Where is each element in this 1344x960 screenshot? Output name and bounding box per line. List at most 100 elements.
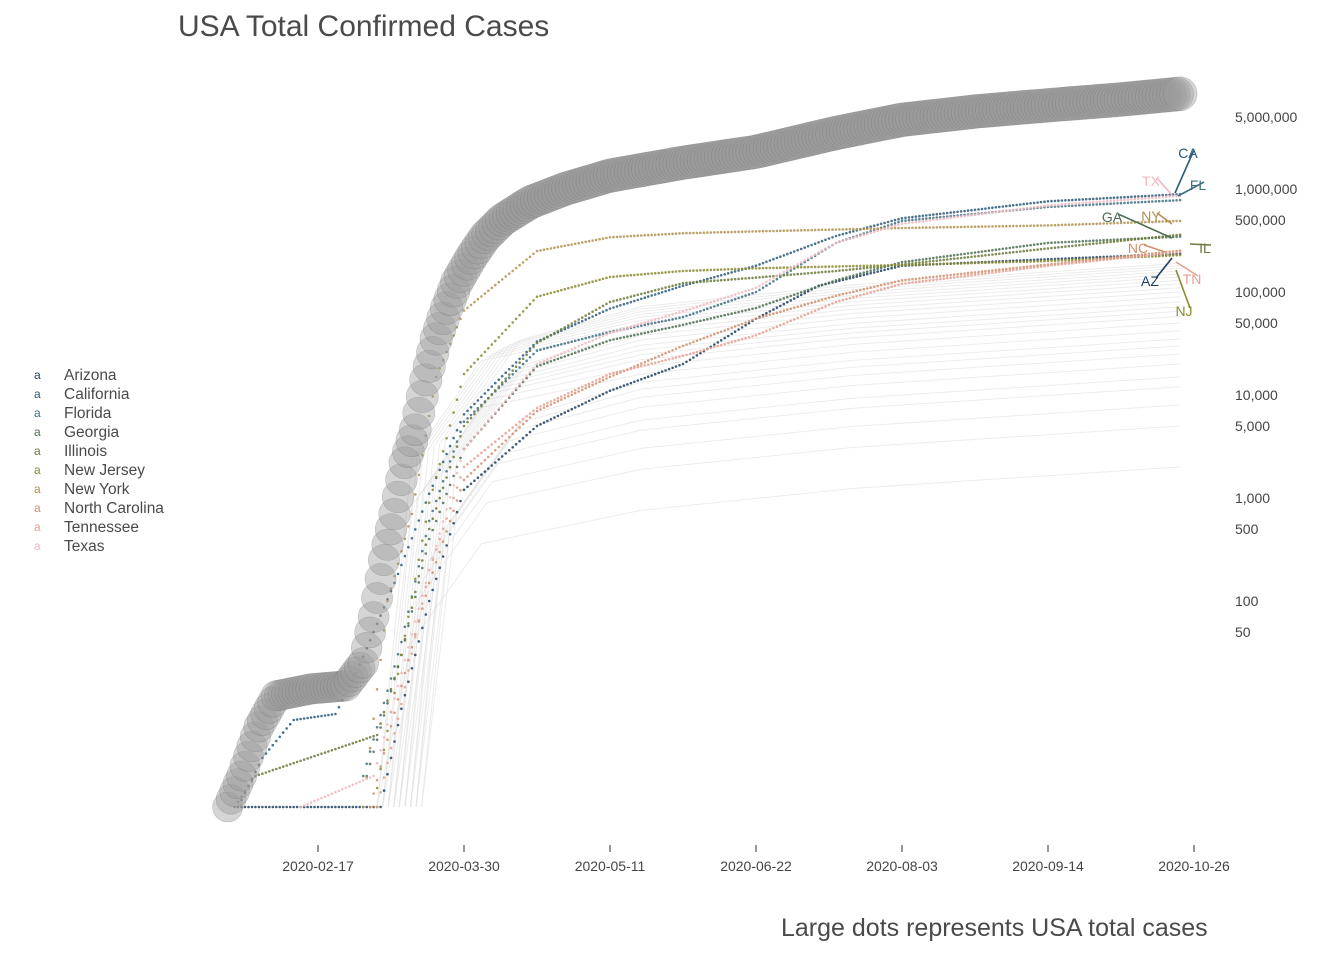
state-point	[236, 800, 240, 804]
state-point	[424, 581, 428, 585]
state-point	[855, 275, 859, 278]
state-point	[928, 216, 932, 220]
legend-key: a	[34, 425, 41, 439]
state-point	[1112, 240, 1116, 243]
state-point	[803, 291, 806, 295]
state-point	[636, 293, 640, 297]
usa-total-point	[1162, 76, 1198, 112]
state-point	[1053, 246, 1057, 249]
background-state-line	[410, 296, 1181, 808]
state-point	[886, 226, 890, 230]
state-point	[671, 270, 674, 274]
state-point	[973, 255, 977, 258]
state-point	[410, 596, 414, 600]
state-point	[636, 323, 640, 327]
usa-total-point	[572, 164, 607, 199]
state-point	[490, 415, 494, 418]
state-point	[382, 714, 386, 717]
state-point	[316, 798, 320, 801]
state-point	[434, 507, 438, 510]
state-point	[236, 805, 240, 809]
state-point	[431, 488, 435, 492]
state-point	[740, 322, 744, 326]
state-point	[674, 232, 678, 235]
state-point	[1088, 203, 1091, 207]
state-point	[473, 361, 476, 365]
state-point	[973, 271, 977, 274]
state-point	[1022, 267, 1025, 271]
usa-total-point	[707, 139, 742, 174]
state-point	[716, 344, 720, 348]
state-point	[257, 773, 261, 777]
state-point	[987, 249, 991, 252]
state-point	[396, 717, 400, 720]
state-point	[980, 261, 984, 265]
state-point	[511, 446, 514, 449]
usa-total-point	[565, 166, 600, 201]
state-point	[1078, 202, 1081, 205]
state-point	[872, 264, 876, 267]
state-point	[525, 258, 528, 261]
state-point	[911, 215, 914, 219]
state-point	[761, 304, 765, 307]
usa-total-point	[409, 363, 443, 397]
state-point	[243, 805, 247, 809]
state-point	[393, 711, 396, 715]
state-point	[963, 209, 966, 213]
state-point	[859, 267, 862, 270]
state-point	[636, 363, 640, 367]
state-point	[455, 398, 459, 402]
x-tick-label: 2020-09-14	[1012, 858, 1084, 874]
state-point	[653, 329, 657, 333]
state-point	[573, 320, 577, 323]
state-point	[706, 302, 709, 305]
state-point	[1022, 207, 1025, 210]
state-point	[1088, 242, 1091, 246]
state-point	[803, 313, 806, 317]
y-tick-label: 10,000	[1235, 387, 1278, 403]
state-point	[855, 289, 859, 293]
state-point	[424, 613, 428, 616]
state-point	[765, 314, 768, 318]
state-point	[685, 353, 688, 357]
state-point	[747, 308, 751, 311]
state-point	[337, 705, 341, 709]
state-point	[386, 729, 389, 733]
state-point	[692, 306, 695, 310]
state-point	[459, 435, 462, 438]
state-point	[302, 717, 306, 720]
legend-key: a	[34, 501, 41, 515]
state-point	[925, 260, 928, 264]
state-point	[1098, 259, 1102, 262]
state-point	[643, 331, 647, 335]
state-point	[938, 274, 942, 278]
state-point	[932, 262, 935, 266]
state-point	[1091, 239, 1095, 242]
state-point	[584, 314, 587, 317]
state-point	[1057, 246, 1060, 249]
state-point	[789, 273, 793, 277]
state-point	[1039, 265, 1043, 268]
state-point	[754, 317, 758, 321]
usa-total-point	[1062, 85, 1097, 121]
state-point	[424, 520, 428, 523]
state-point	[1081, 222, 1085, 226]
state-point	[455, 445, 459, 448]
state-point	[660, 271, 664, 275]
state-point	[594, 238, 598, 242]
state-point	[396, 684, 400, 688]
state-point	[1123, 198, 1126, 202]
state-point	[911, 263, 914, 267]
state-point	[831, 243, 834, 247]
state-point	[1029, 249, 1032, 252]
state-point	[928, 276, 932, 279]
state-point	[636, 365, 640, 369]
usa-total-point	[274, 677, 306, 709]
state-point	[396, 723, 400, 727]
state-point	[598, 333, 601, 336]
state-point	[657, 288, 660, 291]
state-point	[549, 247, 553, 250]
state-point	[1116, 199, 1119, 202]
state-point	[1001, 252, 1005, 255]
state-point	[1116, 196, 1119, 199]
